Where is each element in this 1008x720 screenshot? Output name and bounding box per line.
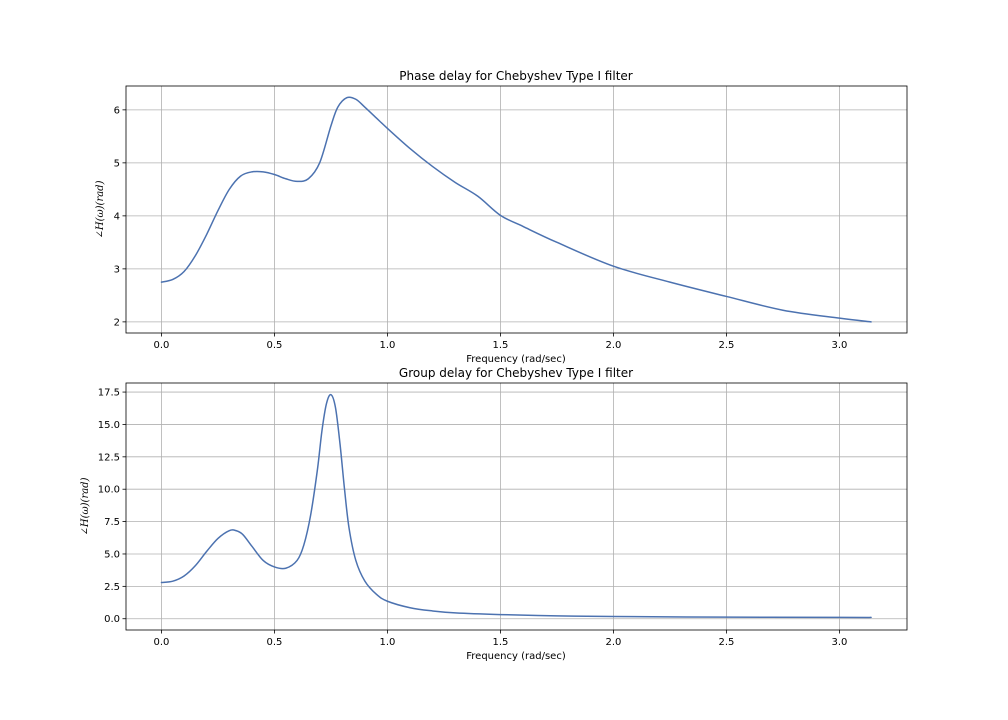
group-delay-y-ticks: 0.0 2.5 5.0 7.5 10.0 12.5 15.0 17.5	[98, 388, 126, 625]
phase-delay-grid	[126, 86, 907, 333]
phase-delay-y-tick-label: 4	[114, 211, 120, 222]
phase-delay-x-axis-label: Frequency (rad/sec)	[466, 354, 566, 365]
phase-delay-x-tick-label: 0.0	[154, 340, 170, 351]
group-delay-x-ticks: 0.0 0.5 1.0 1.5 2.0 2.5 3.0	[154, 630, 847, 648]
group-delay-plot: Group delay for Chebyshev Type I filter …	[80, 366, 908, 662]
group-delay-grid	[126, 383, 907, 630]
group-delay-y-tick-label: 17.5	[98, 388, 120, 399]
group-delay-y-tick-label: 10.0	[98, 485, 120, 496]
phase-delay-x-tick-label: 2.5	[718, 340, 734, 351]
group-delay-y-tick-label: 7.5	[104, 517, 120, 528]
phase-delay-y-ticks: 2 3 4 5 6	[114, 105, 126, 328]
group-delay-x-axis-label: Frequency (rad/sec)	[466, 651, 566, 662]
phase-delay-y-axis-label: ∠H(ω)(rad)	[95, 180, 106, 238]
phase-delay-x-ticks: 0.0 0.5 1.0 1.5 2.0 2.5 3.0	[154, 333, 847, 351]
group-delay-series-line	[160, 393, 872, 619]
group-delay-x-tick-label: 3.0	[831, 637, 847, 648]
phase-delay-y-tick-label: 6	[114, 105, 120, 116]
phase-delay-axes-frame	[125, 85, 908, 334]
group-delay-title: Group delay for Chebyshev Type I filter	[399, 366, 633, 380]
group-delay-y-tick-label: 5.0	[104, 549, 120, 560]
phase-delay-x-tick-label: 2.0	[605, 340, 621, 351]
phase-delay-x-tick-label: 3.0	[831, 340, 847, 351]
phase-delay-y-tick-label: 3	[114, 264, 120, 275]
group-delay-x-tick-label: 2.0	[605, 637, 621, 648]
group-delay-x-tick-label: 1.5	[493, 637, 509, 648]
phase-delay-y-tick-label: 5	[114, 158, 120, 169]
group-delay-x-tick-label: 1.0	[380, 637, 396, 648]
phase-delay-x-tick-label: 1.0	[380, 340, 396, 351]
phase-delay-series-line	[160, 96, 872, 323]
group-delay-x-tick-label: 2.5	[718, 637, 734, 648]
group-delay-y-tick-label: 12.5	[98, 452, 120, 463]
group-delay-axes-frame	[125, 382, 908, 631]
phase-delay-x-tick-label: 0.5	[267, 340, 283, 351]
group-delay-y-tick-label: 0.0	[104, 614, 120, 625]
phase-delay-x-tick-label: 1.5	[493, 340, 509, 351]
phase-delay-title: Phase delay for Chebyshev Type I filter	[399, 69, 633, 83]
group-delay-y-tick-label: 2.5	[104, 582, 120, 593]
group-delay-x-tick-label: 0.5	[267, 637, 283, 648]
phase-delay-y-tick-label: 2	[114, 317, 120, 328]
group-delay-y-tick-label: 15.0	[98, 420, 120, 431]
group-delay-x-tick-label: 0.0	[154, 637, 170, 648]
phase-delay-plot: Phase delay for Chebyshev Type I filter …	[95, 69, 908, 365]
group-delay-y-axis-label: ∠H(ω)(rad)	[80, 477, 91, 535]
